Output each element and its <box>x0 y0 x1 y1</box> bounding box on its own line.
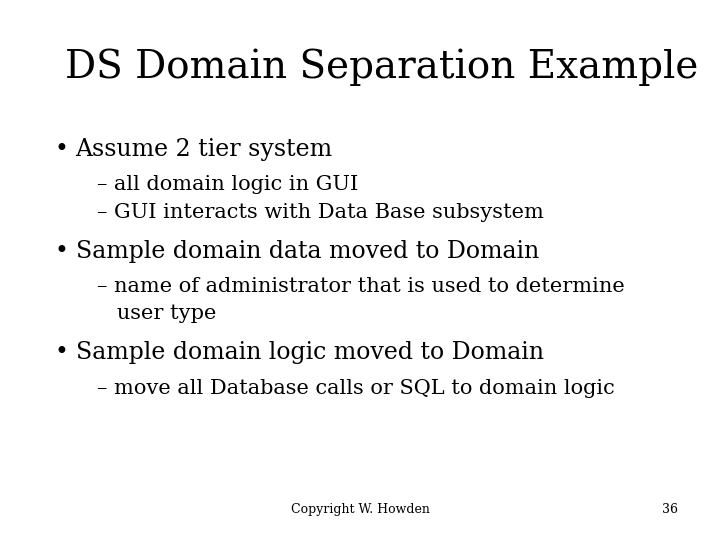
Text: DS Domain Separation Example: DS Domain Separation Example <box>65 49 698 86</box>
Text: Sample domain data moved to Domain: Sample domain data moved to Domain <box>76 240 539 264</box>
Text: •: • <box>54 138 68 161</box>
Text: Sample domain logic moved to Domain: Sample domain logic moved to Domain <box>76 341 544 365</box>
Text: – all domain logic in GUI: – all domain logic in GUI <box>97 176 359 194</box>
Text: Copyright W. Howden: Copyright W. Howden <box>291 503 429 516</box>
Text: Assume 2 tier system: Assume 2 tier system <box>76 138 333 161</box>
Text: – move all Database calls or SQL to domain logic: – move all Database calls or SQL to doma… <box>97 379 615 398</box>
Text: •: • <box>54 240 68 264</box>
Text: 36: 36 <box>662 503 678 516</box>
Text: – GUI interacts with Data Base subsystem: – GUI interacts with Data Base subsystem <box>97 202 544 221</box>
Text: – name of administrator that is used to determine: – name of administrator that is used to … <box>97 277 625 296</box>
Text: •: • <box>54 341 68 365</box>
Text: user type: user type <box>97 304 217 323</box>
